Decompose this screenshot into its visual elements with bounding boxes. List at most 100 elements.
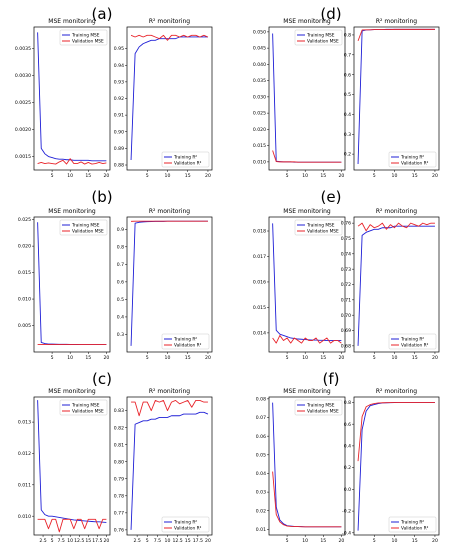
y-tick-label: 0.76: [114, 527, 124, 533]
legend-label: Validation MSE: [72, 229, 104, 235]
x-tick-label: 15: [185, 355, 191, 361]
x-tick-label: 17.5: [193, 538, 203, 544]
x-tick-label: 12.5: [172, 538, 182, 544]
x-tick-label: 5: [373, 355, 376, 361]
x-tick-label: 10: [302, 355, 308, 361]
y-tick-label: 0.8: [344, 33, 351, 39]
training-series-line: [358, 226, 435, 346]
subplot-title: R² monitoring: [149, 208, 190, 215]
training-series-line: [273, 403, 342, 527]
y-tick-label: 0.93: [114, 79, 124, 85]
training-series-line: [131, 37, 208, 160]
y-tick-label: 0.0: [344, 487, 351, 493]
training-series-line: [38, 400, 107, 522]
legend-label: Training R²: [173, 155, 197, 161]
legend-label: Training MSE: [71, 33, 100, 39]
legend-label: Validation R²: [401, 161, 429, 167]
x-tick-label: 5: [146, 173, 149, 179]
x-tick-label: 20: [205, 355, 211, 361]
y-tick-label: 0.5: [344, 92, 351, 98]
subplot-title: MSE monitoring: [48, 208, 96, 215]
x-tick-label: 5: [286, 173, 289, 179]
y-tick-label: 0.012: [18, 451, 31, 457]
y-tick-label: 0.91: [114, 113, 124, 119]
y-tick-label: 0.0035: [15, 46, 31, 52]
x-tick-label: 20: [338, 355, 344, 361]
training-series-line: [358, 402, 435, 530]
y-tick-label: 0.90: [114, 129, 124, 135]
y-tick-label: 0.0015: [15, 154, 31, 160]
x-tick-label: 10: [165, 173, 171, 179]
x-tick-label: 15: [412, 173, 418, 179]
x-tick-label: 10: [67, 355, 73, 361]
plot-frame: [269, 397, 345, 535]
x-tick-label: 5: [51, 173, 54, 179]
y-tick-label: 0.013: [18, 420, 31, 426]
y-tick-label: 0.017: [253, 254, 266, 260]
legend-label: Validation MSE: [307, 39, 339, 45]
y-tick-label: 0.015: [253, 305, 266, 311]
panel-label-e: (e): [321, 188, 342, 206]
legend-label: Training R²: [400, 155, 424, 161]
x-tick-label: 20: [205, 538, 211, 544]
plot-frame: [34, 397, 110, 535]
y-tick-label: 0.04: [256, 471, 266, 477]
y-tick-label: 0.2: [344, 465, 351, 471]
y-tick-label: 0.94: [114, 63, 124, 69]
y-tick-label: 0.025: [18, 217, 31, 223]
validation-series-line: [131, 35, 208, 40]
y-tick-label: 0.89: [114, 146, 124, 152]
y-tick-label: 0.92: [114, 96, 124, 102]
legend-label: Training R²: [400, 337, 424, 343]
panel-label-b: (b): [91, 188, 112, 206]
y-tick-label: 0.3: [117, 332, 124, 338]
y-tick-label: 0.4: [117, 315, 124, 321]
subplot-title: MSE monitoring: [48, 18, 96, 25]
panel-label-f: (f): [323, 370, 340, 388]
subplot-title: R² monitoring: [376, 18, 417, 25]
y-tick-label: 0.71: [341, 297, 351, 303]
panel-label-c: (c): [92, 370, 112, 388]
y-tick-label: 0.7: [344, 52, 351, 58]
legend-label: Training MSE: [306, 223, 335, 229]
x-tick-label: 15: [185, 173, 191, 179]
x-tick-label: 2.5: [133, 538, 140, 544]
training-series-line: [38, 32, 107, 160]
legend-label: Training R²: [400, 520, 424, 526]
y-tick-label: -0.4: [342, 530, 351, 536]
y-tick-label: 0.011: [18, 482, 31, 488]
legend-label: Training MSE: [71, 223, 100, 229]
legend-label: Validation R²: [174, 343, 202, 349]
x-tick-label: 20: [205, 173, 211, 179]
x-tick-label: 10: [67, 173, 73, 179]
subplot-title: R² monitoring: [149, 18, 190, 25]
y-tick-label: 0.82: [114, 425, 124, 431]
y-tick-label: 0.050: [253, 29, 266, 35]
x-tick-label: 12.5: [74, 538, 84, 544]
validation-series-line: [358, 402, 435, 461]
y-tick-label: 0.020: [18, 244, 31, 250]
y-tick-label: 0.5: [117, 297, 124, 303]
x-tick-label: 15: [85, 538, 91, 544]
plot-frame: [34, 27, 110, 170]
training-series-line: [131, 221, 208, 346]
x-tick-label: 5: [146, 355, 149, 361]
x-tick-label: 5: [286, 538, 289, 544]
legend-label: Training R²: [173, 520, 197, 526]
x-tick-label: 10: [392, 538, 398, 544]
training-series-line: [131, 412, 208, 530]
x-tick-label: 20: [338, 173, 344, 179]
x-tick-label: 7.5: [154, 538, 161, 544]
plot-frame: [354, 27, 439, 170]
y-tick-label: 0.78: [114, 493, 124, 499]
y-tick-label: 0.72: [341, 282, 351, 288]
legend-label: Training MSE: [71, 403, 100, 409]
x-tick-label: 10: [67, 538, 73, 544]
plot-frame: [354, 397, 439, 535]
